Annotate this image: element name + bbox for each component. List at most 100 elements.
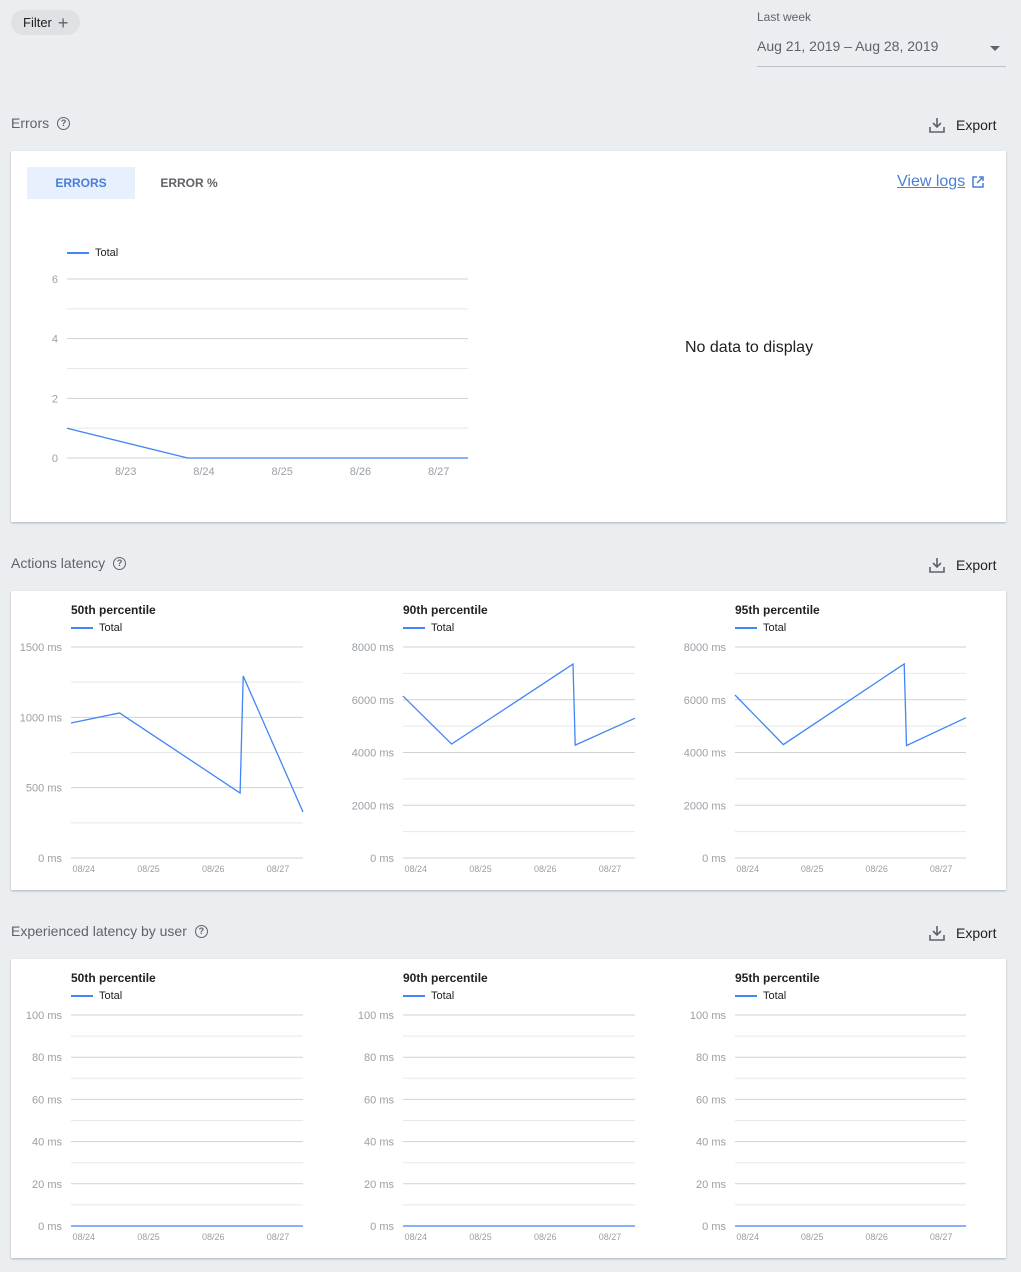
series-line — [70, 675, 304, 813]
x-tick-label: 08/24 — [404, 864, 427, 874]
x-tick-label: 08/24 — [736, 1232, 759, 1242]
y-tick-label: 8000 ms — [352, 642, 395, 654]
export-label: Export — [956, 117, 997, 133]
actions-latency-p95-chart: 0 ms 2000 ms 4000 ms 6000 ms 8000 ms 08/24 08/… — [684, 642, 967, 874]
y-tick-label: 1000 ms — [20, 712, 63, 724]
x-tick-label: 08/24 — [72, 1232, 95, 1242]
no-data-message: No data to display — [685, 339, 814, 356]
y-tick-label: 60 ms — [696, 1094, 726, 1106]
legend-label: Total — [431, 622, 455, 634]
export-label: Export — [956, 557, 997, 573]
legend-label: Total — [95, 247, 119, 259]
chart-title: 90th percentile — [403, 971, 488, 985]
export-button-errors[interactable]: Export — [928, 116, 996, 134]
x-tick-label: 08/27 — [599, 864, 622, 874]
series-line — [402, 662, 636, 747]
tab-error-percent[interactable]: ERROR % — [160, 176, 218, 190]
errors-card: ERRORS ERROR % View logs Total 0 2 4 6 8/23 8… — [11, 151, 1006, 522]
tab-errors[interactable]: ERRORS — [27, 167, 135, 199]
legend-label: Total — [763, 990, 787, 1002]
y-tick-label: 0 ms — [38, 1221, 62, 1233]
section-title-errors: Errors ? — [11, 115, 71, 131]
x-tick-label: 08/26 — [202, 864, 225, 874]
x-tick-label: 08/25 — [801, 864, 824, 874]
y-tick-label: 60 ms — [364, 1094, 394, 1106]
chart-legend: Total — [403, 990, 454, 1002]
y-tick-label: 20 ms — [32, 1179, 62, 1191]
date-range-select[interactable]: Aug 21, 2019 – Aug 28, 2019 — [757, 38, 1006, 67]
date-range-label: Last week — [757, 10, 812, 24]
download-icon — [929, 926, 945, 941]
chart-legend: Total — [67, 247, 118, 259]
experienced-latency-card: 50th percentile 90th percentile 95th per… — [11, 959, 1006, 1258]
export-button-experienced-latency[interactable]: Export — [928, 924, 996, 942]
download-icon — [929, 118, 945, 133]
help-icon[interactable]: ? — [113, 556, 127, 570]
x-tick-label: 08/26 — [534, 864, 557, 874]
x-tick-label: 8/25 — [271, 466, 292, 478]
legend-label: Total — [763, 622, 787, 634]
x-tick-label: 08/24 — [72, 864, 95, 874]
x-tick-label: 08/25 — [469, 864, 492, 874]
y-tick-label: 4000 ms — [684, 748, 727, 760]
chart-legend: Total — [735, 622, 786, 634]
help-icon[interactable]: ? — [57, 116, 71, 130]
y-tick-label: 100 ms — [690, 1010, 727, 1022]
actions-latency-p50-chart: 0 ms 500 ms 1000 ms 1500 ms 08/24 08/25 08/26 0… — [20, 642, 304, 874]
chart-title: 50th percentile — [71, 971, 156, 985]
series-line — [66, 427, 468, 459]
x-tick-label: 08/26 — [865, 864, 888, 874]
y-tick-label: 8000 ms — [684, 642, 727, 654]
y-tick-label: 0 ms — [38, 853, 62, 865]
y-tick-label: 6000 ms — [684, 695, 727, 707]
experienced-latency-p90-chart: 0 ms 20 ms 40 ms 60 ms 80 ms 100 ms 08/24 08/25… — [358, 1010, 635, 1242]
y-tick-label: 0 ms — [702, 1221, 726, 1233]
export-button-actions-latency[interactable]: Export — [928, 556, 996, 574]
view-logs-label: View logs — [897, 173, 966, 190]
y-tick-label: 0 — [52, 453, 58, 465]
chart-title: 95th percentile — [735, 971, 820, 985]
help-icon[interactable]: ? — [194, 924, 208, 938]
x-tick-label: 8/26 — [350, 466, 371, 478]
x-tick-label: 08/24 — [404, 1232, 427, 1242]
chart-legend: Total — [735, 990, 786, 1002]
legend-label: Total — [431, 990, 455, 1002]
x-tick-label: 08/27 — [267, 1232, 290, 1242]
y-tick-label: 100 ms — [26, 1010, 63, 1022]
filter-label: Filter — [23, 15, 52, 30]
y-tick-label: 100 ms — [358, 1010, 395, 1022]
y-tick-label: 4 — [52, 334, 58, 346]
x-tick-label: 08/27 — [599, 1232, 622, 1242]
x-tick-label: 08/25 — [469, 1232, 492, 1242]
y-tick-label: 0 ms — [702, 853, 726, 865]
y-tick-label: 4000 ms — [352, 748, 395, 760]
open-in-new-icon — [972, 176, 984, 188]
x-tick-label: 08/24 — [736, 864, 759, 874]
y-tick-label: 40 ms — [32, 1137, 62, 1149]
chart-title: 95th percentile — [735, 603, 820, 617]
section-title-experienced-latency: Experienced latency by user ? — [11, 923, 208, 939]
x-tick-label: 8/23 — [115, 466, 136, 478]
filter-chip[interactable]: Filter + — [11, 10, 81, 35]
chart-title: 90th percentile — [403, 603, 488, 617]
series-line — [734, 662, 967, 747]
y-tick-label: 20 ms — [696, 1179, 726, 1191]
y-tick-label: 6000 ms — [352, 695, 395, 707]
chevron-down-icon — [990, 46, 1000, 51]
actions-latency-p90-chart: 0 ms 2000 ms 4000 ms 6000 ms 8000 ms 08/24 08/… — [352, 642, 636, 874]
section-title-text: Errors — [11, 115, 50, 131]
y-tick-label: 40 ms — [696, 1137, 726, 1149]
x-tick-label: 08/27 — [930, 1232, 953, 1242]
export-label: Export — [956, 925, 997, 941]
x-tick-label: 8/27 — [428, 466, 449, 478]
view-logs-link[interactable]: View logs — [897, 173, 985, 191]
legend-swatch — [67, 252, 89, 254]
y-tick-label: 0 ms — [370, 853, 394, 865]
experienced-latency-p95-chart: 0 ms 20 ms 40 ms 60 ms 80 ms 100 ms 08/24 08/25… — [690, 1010, 966, 1242]
y-tick-label: 80 ms — [696, 1052, 726, 1064]
legend-label: Total — [99, 622, 123, 634]
date-range-value: Aug 21, 2019 – Aug 28, 2019 — [757, 38, 939, 54]
x-tick-label: 08/25 — [137, 1232, 160, 1242]
section-title-text: Actions latency — [11, 555, 106, 571]
x-tick-label: 08/25 — [137, 864, 160, 874]
